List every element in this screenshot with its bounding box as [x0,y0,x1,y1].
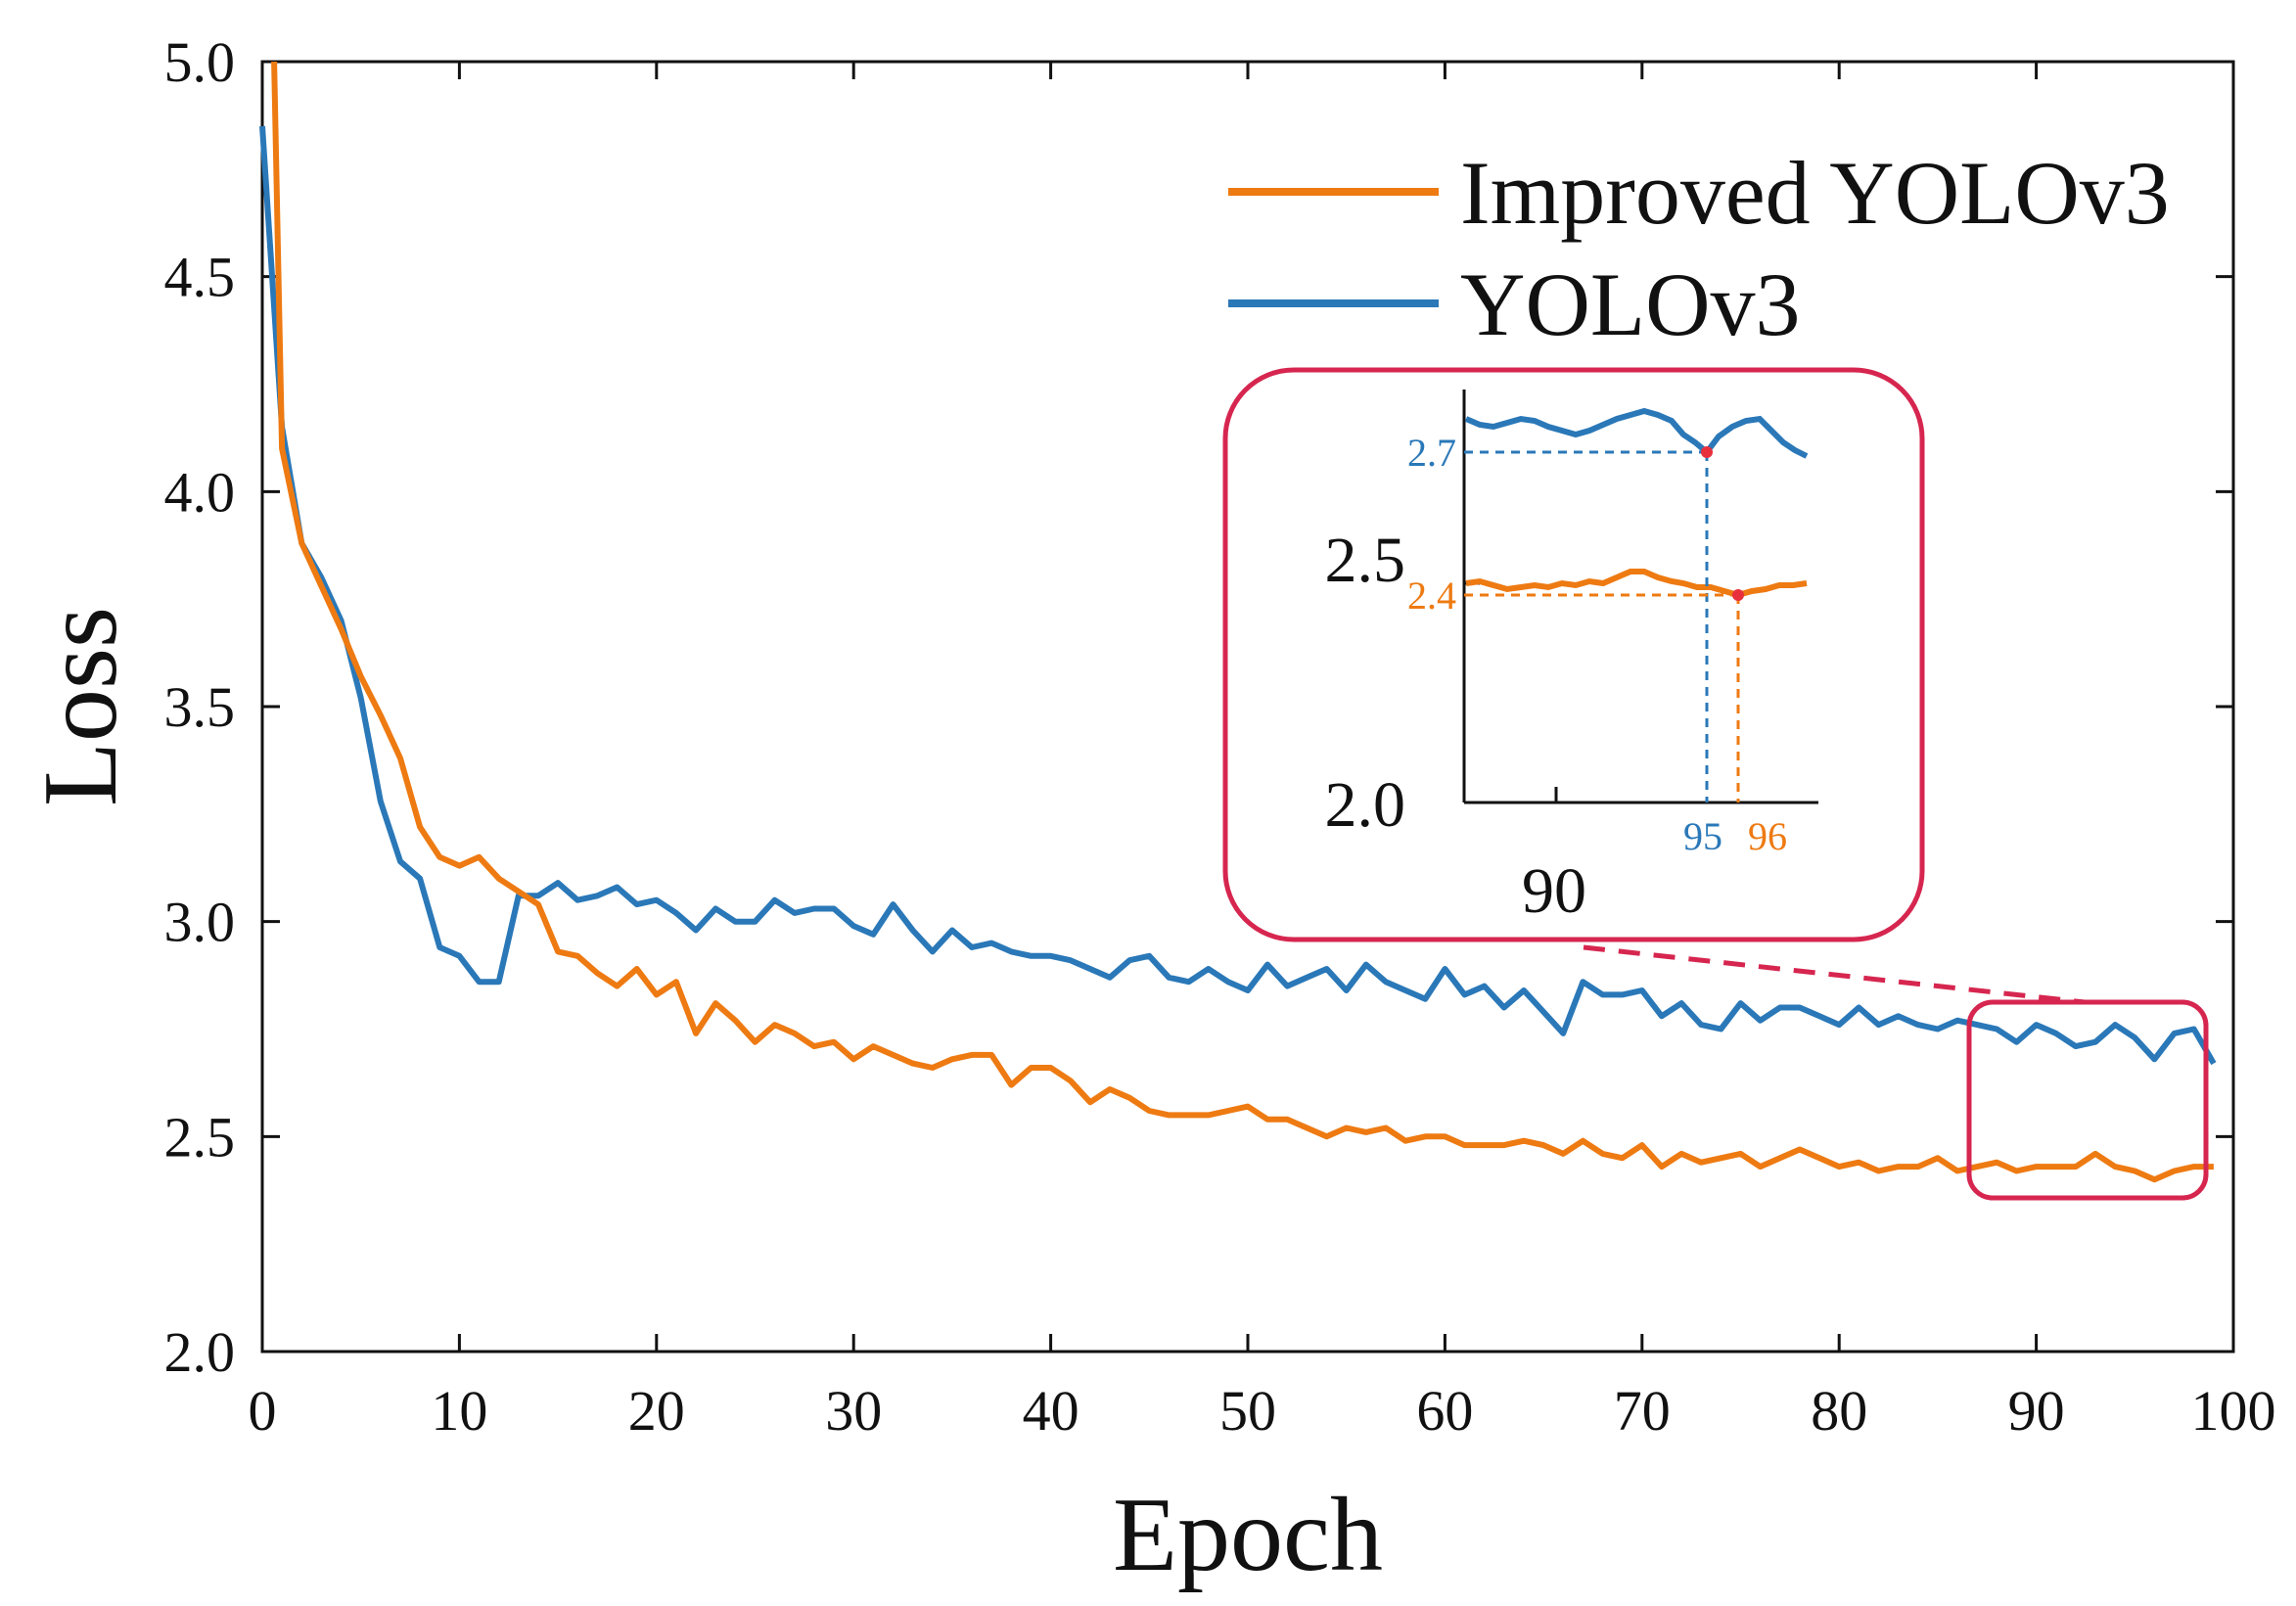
inset-y-label-2-5: 2.5 [1325,525,1406,596]
x-tick-label: 60 [1416,1379,1473,1443]
x-tick-label: 40 [1023,1379,1079,1443]
series-line-yolov3 [259,125,2217,1066]
inset-series-yolov3 [1464,407,1809,459]
inset-mark-2-7: 2.7 [1407,431,1456,475]
legend-label-yolov3: YOLOv3 [1460,254,1801,354]
y-tick-label: 3.0 [164,891,236,954]
x-axis-title: Epoch [1113,1477,1383,1593]
inset-mark-96: 96 [1748,814,1787,858]
zoom-connector-line [1583,944,2086,1005]
x-tick-labels: 0 10 20 30 40 50 60 70 80 90 100 [249,1379,2276,1443]
y-tick-label: 2.5 [164,1105,236,1169]
inset-min-marker-blue [1701,446,1713,458]
x-tick-label: 80 [1811,1379,1867,1443]
inset-min-marker-orange [1732,589,1744,601]
inset-x-label-90: 90 [1522,855,1586,927]
legend: Improved YOLOv3 YOLOv3 [1228,143,2170,354]
y-tick-labels: 2.0 2.5 3.0 3.5 4.0 4.5 5.0 [164,30,236,1384]
inset-mark-95: 95 [1683,814,1722,858]
axis-ticks [260,60,2235,1354]
x-tick-label: 90 [2008,1379,2065,1443]
y-axis-title: Loss [23,607,139,806]
y-tick-label: 3.5 [164,675,236,739]
x-tick-label: 0 [249,1379,277,1443]
inset-frame [1222,367,1925,942]
series-layer [259,61,2217,1183]
x-tick-label: 50 [1219,1379,1276,1443]
y-tick-label: 4.0 [164,460,236,524]
y-tick-label: 4.5 [164,246,236,309]
inset-y-label-2-0: 2.0 [1325,769,1406,841]
y-tick-label: 5.0 [164,30,236,94]
legend-label-improved-yolov3: Improved YOLOv3 [1460,143,2170,243]
y-tick-label: 2.0 [164,1320,236,1384]
inset-series-improved-yolov3 [1465,569,1808,599]
inset-zoom-panel: 2.5 2.0 90 2.7 2.4 95 96 [1222,367,1925,942]
x-tick-label: 100 [2191,1379,2276,1443]
inset-mark-2-4: 2.4 [1407,574,1456,618]
x-tick-label: 10 [431,1379,487,1443]
x-tick-label: 30 [825,1379,882,1443]
x-tick-label: 70 [1614,1379,1671,1443]
zoom-region-box [1966,999,2209,1201]
x-tick-label: 20 [628,1379,685,1443]
series-line-improved-yolov3 [271,61,2214,1183]
